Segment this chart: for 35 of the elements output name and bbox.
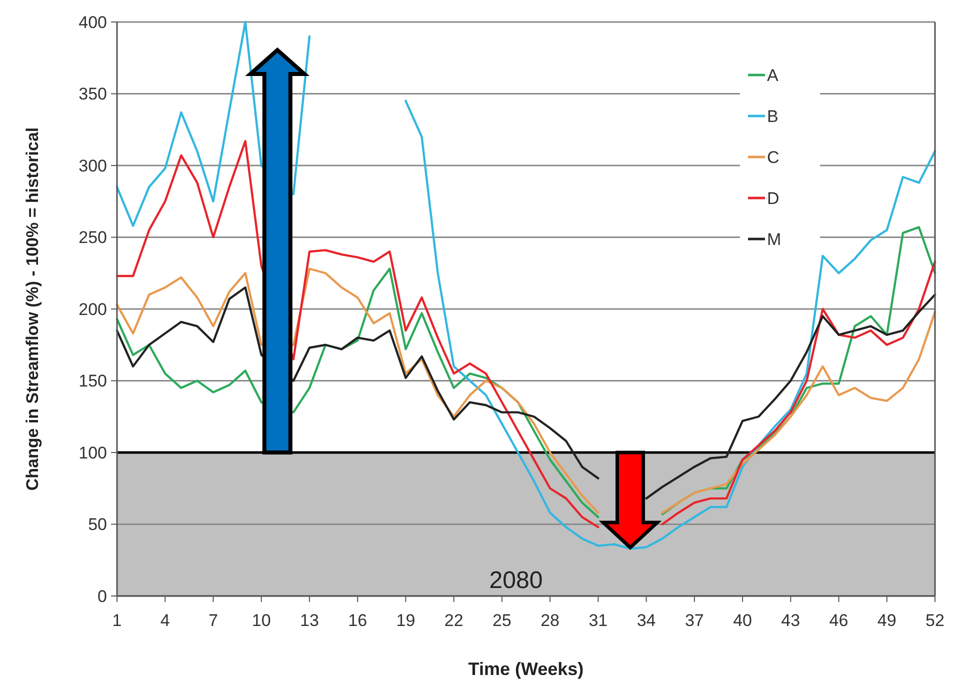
- y-tick-label: 50: [88, 515, 107, 534]
- y-tick-label: 100: [78, 443, 107, 462]
- x-tick-label: 19: [396, 611, 416, 630]
- legend-label: A: [767, 66, 779, 85]
- x-axis-title: Time (Weeks): [468, 659, 584, 679]
- x-tick-label: 46: [829, 611, 848, 630]
- x-tick-label: 1: [112, 611, 122, 630]
- y-tick-label: 200: [78, 300, 107, 319]
- x-tick-label: 31: [588, 611, 608, 630]
- x-tick-label: 4: [160, 611, 170, 630]
- legend-label: B: [767, 107, 778, 126]
- y-tick-label: 350: [78, 84, 107, 104]
- y-tick-label: 150: [78, 372, 107, 391]
- x-tick-label: 28: [540, 611, 560, 630]
- x-tick-label: 52: [926, 611, 944, 630]
- x-tick-label: 40: [733, 611, 752, 630]
- legend-label: D: [767, 189, 780, 208]
- y-axis-title: Change in Streamflow (%) - 100% = historical: [23, 127, 42, 491]
- x-tick-label: 16: [348, 611, 368, 630]
- y-tick-label: 0: [98, 586, 107, 606]
- x-tick-label: 22: [444, 611, 464, 630]
- x-tick-label: 25: [492, 611, 512, 630]
- legend-label: C: [767, 148, 780, 167]
- x-tick-label: 43: [781, 611, 800, 630]
- x-tick-label: 34: [636, 611, 656, 630]
- x-tick-label: 13: [300, 611, 319, 630]
- x-tick-label: 10: [252, 611, 271, 630]
- y-tick-label: 300: [78, 156, 107, 176]
- y-tick-label: 250: [78, 228, 107, 248]
- legend-label: M: [767, 230, 782, 249]
- band-label: 2080: [489, 567, 543, 594]
- x-tick-label: 49: [877, 611, 896, 630]
- x-tick-label: 7: [208, 611, 218, 630]
- x-tick-label: 37: [684, 611, 704, 630]
- y-tick-label: 400: [78, 12, 107, 32]
